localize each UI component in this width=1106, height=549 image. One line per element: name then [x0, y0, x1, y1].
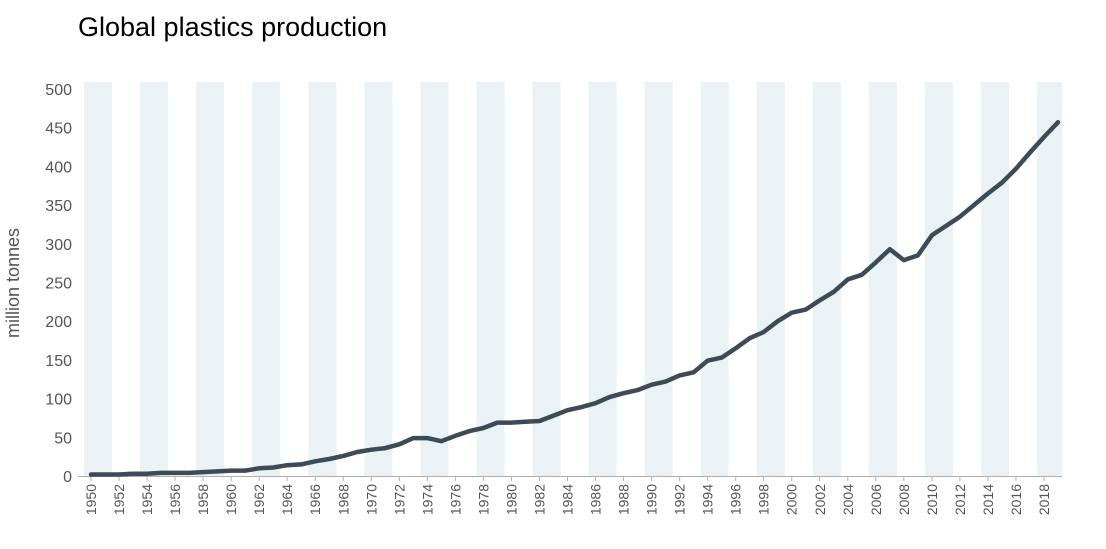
chart-title: Global plastics production	[78, 12, 388, 42]
x-tick-label: 1980	[503, 484, 519, 515]
year-band	[868, 82, 897, 476]
y-axis-label: million tonnes	[3, 228, 23, 338]
y-tick-label: 300	[45, 237, 72, 254]
year-band	[420, 82, 449, 476]
y-tick-label: 350	[45, 198, 72, 215]
year-band	[756, 82, 785, 476]
x-tick-label: 1976	[447, 484, 463, 515]
year-band	[252, 82, 281, 476]
x-tick-label: 2008	[896, 484, 912, 515]
year-band	[532, 82, 561, 476]
x-tick-label: 1956	[167, 484, 183, 515]
series-line-plastics-production	[88, 120, 1061, 477]
y-tick-label: 200	[45, 314, 72, 331]
x-tick-label: 1966	[307, 484, 323, 515]
x-tick-label: 1972	[391, 484, 407, 515]
x-tick-label: 1960	[223, 484, 239, 515]
x-tick-label: 2006	[868, 484, 884, 515]
y-tick-label: 150	[45, 353, 72, 370]
x-tick-label: 1984	[559, 484, 575, 515]
x-tick-label: 1998	[756, 484, 772, 515]
x-tick-label: 1986	[588, 484, 604, 515]
x-tick-label: 1950	[83, 484, 99, 515]
x-tick-label: 1996	[728, 484, 744, 515]
x-tick-label: 1962	[251, 484, 267, 515]
x-tick-label: 1988	[616, 484, 632, 515]
x-tick-label: 2014	[980, 484, 996, 515]
x-tick-label: 1970	[363, 484, 379, 515]
x-tick-label: 2000	[784, 484, 800, 515]
y-tick-label: 0	[63, 469, 72, 486]
year-band	[644, 82, 673, 476]
x-tick-label: 2016	[1008, 484, 1024, 515]
year-band	[140, 82, 169, 476]
x-tick-label: 2010	[924, 484, 940, 515]
y-tick-label: 450	[45, 121, 72, 138]
x-tick-label: 1974	[419, 484, 435, 515]
x-tick-label: 2012	[952, 484, 968, 515]
year-band	[364, 82, 393, 476]
year-band	[700, 82, 729, 476]
year-band	[308, 82, 337, 476]
year-band	[196, 82, 225, 476]
x-tick-label: 2004	[840, 484, 856, 515]
year-band	[476, 82, 505, 476]
y-tick-label: 50	[54, 430, 72, 447]
x-tick-label: 1990	[644, 484, 660, 515]
x-tick-label: 1994	[700, 484, 716, 515]
year-band	[980, 82, 1009, 476]
x-tick-label: 1978	[475, 484, 491, 515]
y-tick-label: 100	[45, 392, 72, 409]
y-tick-label: 250	[45, 276, 72, 293]
x-tick-label: 2002	[812, 484, 828, 515]
year-band	[1036, 82, 1062, 476]
y-axis-ticks: 0 50 100 150 200 250 300 350 400 450 500	[45, 82, 72, 486]
year-band	[83, 82, 113, 476]
x-tick-label: 1964	[279, 484, 295, 515]
x-tick-label: 2018	[1036, 484, 1052, 515]
x-tick-label: 1952	[111, 484, 127, 515]
year-band	[588, 82, 617, 476]
x-tick-label: 1992	[672, 484, 688, 515]
year-bands	[83, 82, 1062, 476]
x-tick-label: 1982	[531, 484, 547, 515]
y-tick-label: 500	[45, 82, 72, 99]
x-tick-label: 1968	[335, 484, 351, 515]
year-band	[812, 82, 841, 476]
x-tick-label: 1958	[195, 484, 211, 515]
y-tick-label: 400	[45, 159, 72, 176]
x-tick-label: 1954	[139, 484, 155, 515]
year-band	[924, 82, 953, 476]
x-axis-ticks: 1950 1952 1954 1956 1958 1960 1962 1964 1966 1968…	[83, 476, 1052, 515]
